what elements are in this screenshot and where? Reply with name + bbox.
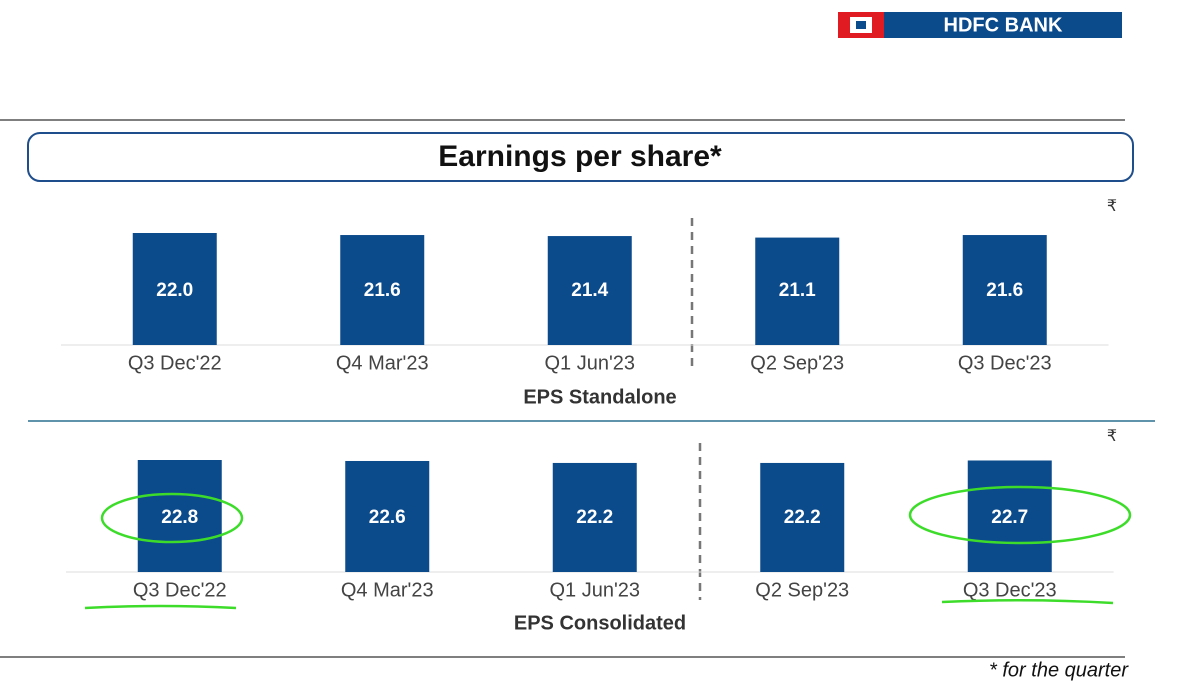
page-title: Earnings per share* [438, 140, 722, 173]
value-label: 21.4 [571, 280, 608, 301]
charts: 22.0 Q3 Dec'22 21.6 Q4 Mar'23 21.4 Q1 Jun'23 2… [61, 198, 1117, 634]
bar [345, 460, 430, 572]
highlight-underline [84, 604, 237, 610]
x-tick-label: Q1 Jun'23 [549, 579, 640, 601]
logo-text: HDFC BANK [944, 14, 1063, 36]
title-box [27, 132, 1134, 182]
unit-label: ₹ [1107, 428, 1117, 445]
highlight-circle [908, 485, 1132, 545]
value-label: 22.2 [784, 507, 821, 528]
x-tick-label: Q2 Sep'23 [755, 579, 849, 601]
highlight-circle [100, 492, 244, 544]
highlight-underline [941, 598, 1114, 605]
value-label: 22.7 [991, 507, 1028, 528]
x-tick-label: Q2 Sep'23 [750, 352, 844, 374]
bar [132, 233, 217, 345]
unit-label: ₹ [1107, 198, 1117, 215]
value-label: 21.6 [364, 280, 401, 301]
x-tick-label: Q1 Jun'23 [544, 352, 635, 374]
annotations [84, 485, 1132, 610]
x-tick-label: Q3 Dec'23 [963, 579, 1057, 601]
bar [755, 237, 840, 345]
x-tick-label: Q3 Dec'22 [128, 352, 222, 374]
logo-box [884, 12, 1122, 38]
chart-title: EPS Consolidated [514, 612, 686, 634]
bar [552, 462, 637, 572]
value-label: 22.0 [156, 280, 193, 301]
bar [340, 235, 425, 345]
x-tick-label: Q3 Dec'22 [133, 579, 227, 601]
logo: HDFC BANK [838, 12, 1122, 38]
value-label: 22.6 [369, 507, 406, 528]
bar [547, 236, 632, 345]
bar [137, 460, 222, 572]
x-tick-label: Q3 Dec'23 [958, 352, 1052, 374]
value-label: 22.2 [576, 507, 613, 528]
value-label: 21.1 [779, 280, 816, 301]
bar [967, 460, 1052, 572]
bar [962, 235, 1047, 345]
value-label: 22.8 [161, 507, 198, 528]
footnote: * for the quarter [989, 659, 1129, 681]
value-label: 21.6 [986, 280, 1023, 301]
x-tick-label: Q4 Mar'23 [341, 579, 434, 601]
bar [760, 462, 845, 572]
x-tick-label: Q4 Mar'23 [336, 352, 429, 374]
logo-mark-core [856, 21, 866, 29]
chart-title: EPS Standalone [523, 386, 676, 408]
